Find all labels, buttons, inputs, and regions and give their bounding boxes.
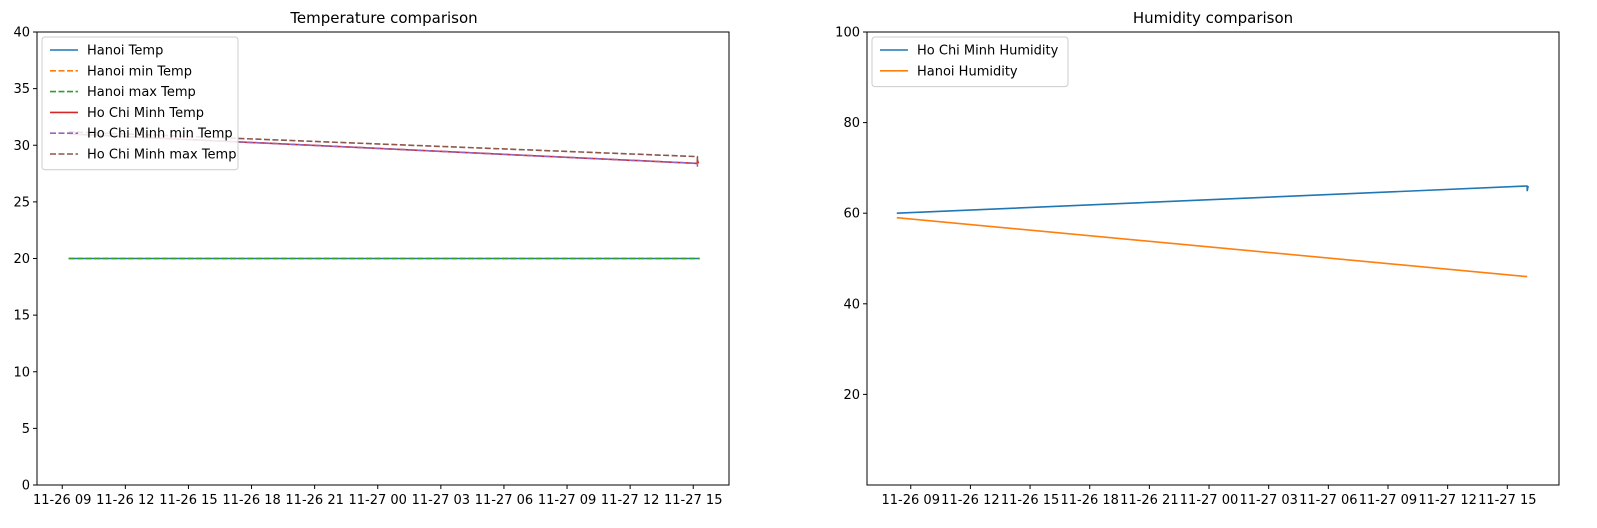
x-tick-label: 11-26 15: [1001, 493, 1059, 508]
y-tick-label: 0: [22, 479, 30, 494]
x-tick-label: 11-26 15: [159, 493, 217, 508]
series-line-ho-chi-minh-humidity: [896, 185, 1529, 214]
legend-box: [871, 36, 1069, 88]
temperature-chart: Temperature comparison 0 5 10 15 20 25 30 35 40 1…: [13, 9, 730, 508]
x-tick-label: 11-27 06: [475, 493, 533, 508]
y-tick-label: 60: [843, 207, 860, 222]
legend-label: Ho Chi Minh Humidity: [917, 44, 1059, 59]
x-tick-label: 11-27 00: [1180, 493, 1238, 508]
y-tick-label: 5: [22, 422, 30, 437]
x-tick-label: 11-26 12: [941, 493, 999, 508]
x-tick-label: 11-26 12: [96, 493, 154, 508]
legend-label: Ho Chi Minh max Temp: [87, 148, 236, 163]
legend-label: Ho Chi Minh min Temp: [87, 127, 233, 142]
legend-box: [41, 36, 239, 171]
legend-label: Ho Chi Minh Temp: [87, 106, 204, 121]
plot-frame: [36, 31, 730, 486]
y-tick-label: 20: [13, 252, 30, 267]
y-tick-label: 40: [13, 26, 30, 41]
series-line-ho-chi-minh-max-temp: [68, 130, 699, 164]
x-tick-label: 11-27 03: [412, 493, 470, 508]
x-tick-label: 11-27 15: [664, 493, 722, 508]
legend-label: Hanoi Humidity: [917, 64, 1018, 79]
legend-label: Hanoi max Temp: [87, 85, 196, 100]
chart-title: Humidity comparison: [1133, 9, 1293, 27]
x-tick-label: 11-27 09: [538, 493, 596, 508]
series-line-hanoi-humidity: [896, 216, 1528, 278]
x-tick-label: 11-26 21: [285, 493, 343, 508]
y-tick-label: 25: [13, 195, 30, 210]
x-tick-label: 11-26 18: [1060, 493, 1118, 508]
series-line-ho-chi-minh-min-temp: [68, 133, 699, 167]
legend-label: Hanoi min Temp: [87, 64, 192, 79]
chart-title: Temperature comparison: [289, 9, 477, 27]
x-tick-label: 11-27 06: [1299, 493, 1357, 508]
x-tick-label: 11-27 15: [1478, 493, 1536, 508]
y-tick-label: 35: [13, 82, 30, 97]
plot-frame: [866, 31, 1560, 486]
y-tick-label: 10: [13, 365, 30, 380]
x-tick-label: 11-27 03: [1239, 493, 1297, 508]
x-tick-label: 11-26 18: [222, 493, 280, 508]
legend: Hanoi Temp Hanoi min Temp Hanoi max Temp Ho…: [41, 36, 239, 171]
y-tick-label: 80: [843, 116, 860, 131]
x-tick-label: 11-27 09: [1359, 493, 1417, 508]
x-tick-label: 11-27 12: [601, 493, 659, 508]
x-tick-label: 11-26 09: [33, 493, 91, 508]
y-tick-label: 15: [13, 309, 30, 324]
legend-label: Hanoi Temp: [87, 44, 163, 59]
legend: Ho Chi Minh Humidity Hanoi Humidity: [871, 36, 1069, 88]
x-tick-label: 11-26 21: [1120, 493, 1178, 508]
x-tick-label: 11-26 09: [882, 493, 940, 508]
y-tick-label: 100: [835, 26, 860, 41]
y-tick-label: 30: [13, 139, 30, 154]
x-tick-label: 11-27 12: [1418, 493, 1476, 508]
y-tick-label: 40: [843, 297, 860, 312]
y-tick-label: 20: [843, 388, 860, 403]
x-tick-label: 11-27 00: [349, 493, 407, 508]
